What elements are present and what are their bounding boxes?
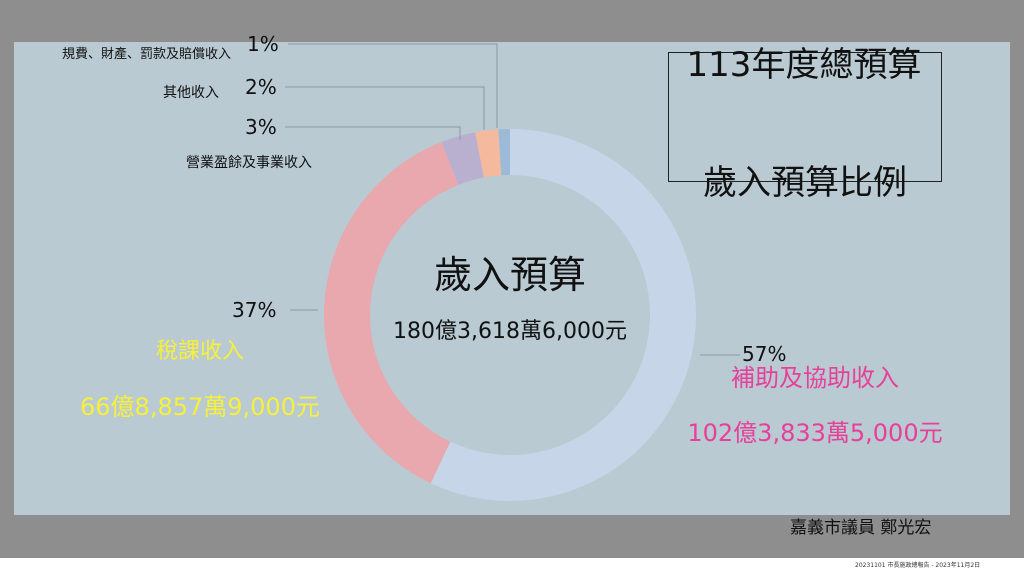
value-label: 57%: [742, 342, 787, 366]
category-label: 稅課收入: [155, 339, 244, 364]
donut-slice: [430, 129, 697, 502]
center-value: 180億3,618萬6,000元: [393, 319, 627, 344]
donut-slice: [441, 132, 484, 185]
leader-line: [285, 86, 485, 130]
value-label: 3%: [245, 115, 277, 139]
frame-bottom: [0, 515, 1024, 558]
footer: 20231101 市長施政總報告 - 2023年11月2日: [855, 562, 981, 569]
value-label: 37%: [232, 298, 277, 322]
donut-slice: [324, 142, 459, 484]
category-label: 營業盈餘及事業收入: [186, 155, 312, 171]
title-box: [668, 52, 942, 182]
author: 嘉義市議員 鄭光宏: [790, 518, 932, 538]
donut-slice: [498, 129, 510, 176]
value-label: 2%: [245, 75, 277, 99]
chart-subtitle: 歲入預算比例: [703, 163, 907, 203]
category-label: 補助及協助收入: [731, 364, 899, 392]
center-label: 歲入預算: [433, 253, 586, 297]
category-label: 規費、財產、罰款及賠償收入: [62, 47, 232, 62]
leader-lines: [285, 43, 740, 356]
amount-label: 102億3,833萬5,000元: [687, 419, 943, 447]
category-label: 其他收入: [163, 85, 219, 101]
frame-top: [0, 0, 1024, 42]
slide: [14, 42, 1010, 515]
leader-line: [288, 43, 498, 128]
leader-line: [285, 126, 461, 140]
frame-right: [1010, 42, 1024, 515]
value-label: 1%: [247, 32, 279, 56]
amount-label: 66億8,857萬9,000元: [80, 393, 320, 421]
chart-title: 113年度總預算: [686, 45, 922, 85]
donut-slice: [475, 129, 502, 178]
frame-left: [0, 42, 14, 515]
